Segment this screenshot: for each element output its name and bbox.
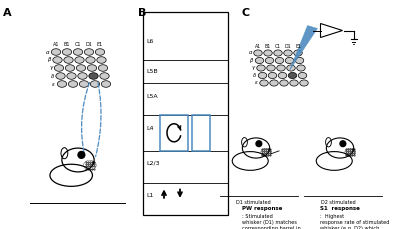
Text: S1  response: S1 response <box>320 206 360 211</box>
Ellipse shape <box>67 73 76 79</box>
Ellipse shape <box>97 57 106 63</box>
Circle shape <box>256 141 262 147</box>
Ellipse shape <box>76 65 86 71</box>
Text: D1: D1 <box>285 44 291 49</box>
Ellipse shape <box>54 65 64 71</box>
Text: B: B <box>138 8 146 18</box>
Bar <box>143 12 228 215</box>
Ellipse shape <box>260 80 268 86</box>
Text: L5A: L5A <box>146 94 158 99</box>
Ellipse shape <box>258 72 267 79</box>
Circle shape <box>78 152 85 158</box>
Ellipse shape <box>284 50 292 56</box>
Text: :  Highest
response rate of stimulated
whisker (e.g. D2) which
neighbours the ba: : Highest response rate of stimulated wh… <box>320 214 389 229</box>
Ellipse shape <box>270 80 278 86</box>
Ellipse shape <box>300 80 308 86</box>
Ellipse shape <box>101 81 111 87</box>
Ellipse shape <box>280 80 288 86</box>
Text: L6: L6 <box>146 39 153 44</box>
Text: γ: γ <box>252 65 255 71</box>
Ellipse shape <box>51 49 61 55</box>
Ellipse shape <box>75 57 84 63</box>
Ellipse shape <box>290 80 298 86</box>
Text: A1: A1 <box>255 44 261 49</box>
Ellipse shape <box>285 57 294 64</box>
Text: C1: C1 <box>275 44 281 49</box>
Text: D1 stimulated: D1 stimulated <box>236 200 270 205</box>
Text: A1: A1 <box>53 42 59 47</box>
Ellipse shape <box>64 57 73 63</box>
Text: δ: δ <box>50 74 54 79</box>
Ellipse shape <box>73 49 83 55</box>
Ellipse shape <box>62 49 72 55</box>
Ellipse shape <box>265 57 274 64</box>
Text: L1: L1 <box>146 193 153 198</box>
Text: ε: ε <box>255 81 258 85</box>
Text: E1: E1 <box>295 44 301 49</box>
Ellipse shape <box>295 57 304 64</box>
Ellipse shape <box>274 50 282 56</box>
Circle shape <box>340 141 346 147</box>
Text: PW response: PW response <box>242 206 282 211</box>
Ellipse shape <box>68 81 78 87</box>
Text: γ: γ <box>49 65 52 71</box>
Ellipse shape <box>84 49 94 55</box>
Ellipse shape <box>98 65 108 71</box>
Text: B1: B1 <box>265 44 271 49</box>
Text: D1: D1 <box>86 42 92 47</box>
Ellipse shape <box>90 81 100 87</box>
Ellipse shape <box>278 72 287 79</box>
Ellipse shape <box>95 49 105 55</box>
Text: L5B: L5B <box>146 69 158 74</box>
Ellipse shape <box>298 72 307 79</box>
Text: L4: L4 <box>146 126 154 131</box>
Ellipse shape <box>268 72 277 79</box>
Text: L2/3: L2/3 <box>146 161 160 166</box>
Text: E1: E1 <box>97 42 103 47</box>
Ellipse shape <box>86 57 95 63</box>
Text: D2 stimulated: D2 stimulated <box>321 200 355 205</box>
Text: δ: δ <box>253 73 257 78</box>
Ellipse shape <box>89 73 98 79</box>
Text: : Stimulated
whisker (D1) matches
corresponding barrel in
cortex (D1).: : Stimulated whisker (D1) matches corres… <box>242 214 301 229</box>
Ellipse shape <box>79 81 89 87</box>
Text: α: α <box>249 51 252 55</box>
Ellipse shape <box>277 65 285 71</box>
Ellipse shape <box>275 57 284 64</box>
Ellipse shape <box>87 65 97 71</box>
Text: B1: B1 <box>64 42 70 47</box>
Text: ε: ε <box>52 82 55 87</box>
Ellipse shape <box>78 73 87 79</box>
Ellipse shape <box>267 65 275 71</box>
Ellipse shape <box>57 81 67 87</box>
Polygon shape <box>290 25 318 71</box>
Text: β: β <box>48 57 51 63</box>
Ellipse shape <box>257 65 265 71</box>
Ellipse shape <box>254 50 262 56</box>
Ellipse shape <box>287 65 295 71</box>
Ellipse shape <box>294 50 302 56</box>
Ellipse shape <box>255 57 264 64</box>
Text: C: C <box>242 8 250 18</box>
Text: C1: C1 <box>75 42 81 47</box>
Ellipse shape <box>297 65 305 71</box>
Text: A: A <box>3 8 12 18</box>
Ellipse shape <box>56 73 65 79</box>
Text: β: β <box>250 58 254 63</box>
Ellipse shape <box>65 65 75 71</box>
Ellipse shape <box>53 57 62 63</box>
Ellipse shape <box>100 73 109 79</box>
Ellipse shape <box>264 50 272 56</box>
Ellipse shape <box>288 72 297 79</box>
Text: α: α <box>46 49 50 55</box>
